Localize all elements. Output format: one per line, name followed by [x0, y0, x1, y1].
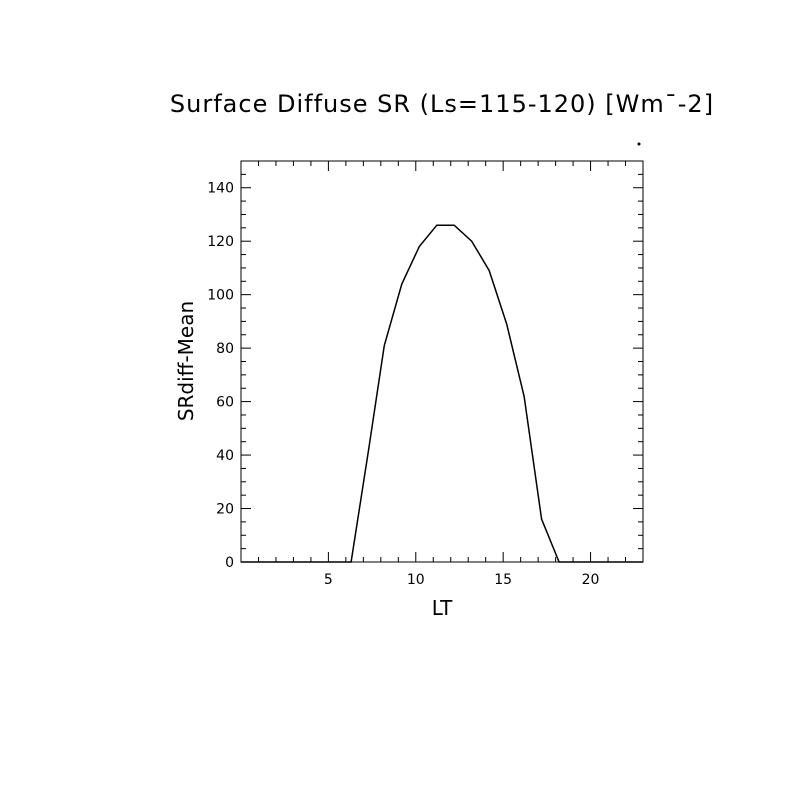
chart-title: Surface Diffuse SR (Ls=115-120) [Wm¯-2] — [170, 90, 714, 118]
x-axis-label: LT — [432, 596, 453, 620]
x-tick-label: 10 — [407, 572, 425, 588]
y-axis-label: SRdiff-Mean — [174, 301, 198, 421]
y-tick-label: 60 — [216, 395, 234, 411]
x-tick-label: 20 — [582, 572, 600, 588]
x-tick-label: 15 — [494, 572, 512, 588]
series-line — [241, 224, 643, 563]
y-tick-label: 20 — [216, 502, 234, 518]
y-tick-label: 120 — [207, 234, 234, 250]
y-tick-label: 140 — [207, 181, 234, 197]
y-tick-label: 40 — [216, 448, 234, 464]
y-tick-label: 100 — [207, 288, 234, 304]
y-tick-label: 0 — [225, 555, 234, 571]
y-tick-label: 80 — [216, 341, 234, 357]
x-tick-label: 5 — [324, 572, 333, 588]
corner-dot — [637, 142, 641, 146]
plot-frame — [240, 160, 644, 563]
x-axis: 5 10 15 20 — [257, 161, 627, 588]
y-axis: 0 20 40 60 80 100 120 140 — [207, 173, 643, 571]
